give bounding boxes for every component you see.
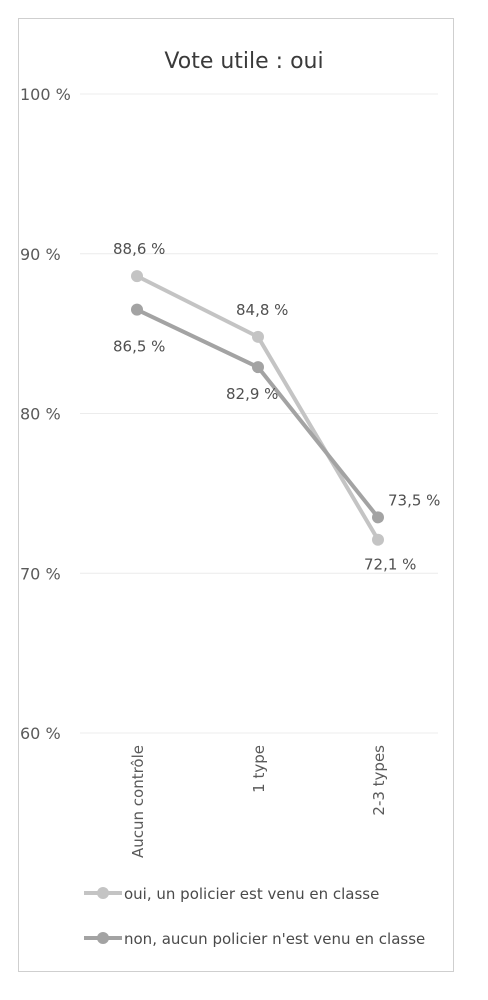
data-label: 82,9 % bbox=[226, 385, 278, 403]
y-tick-label: 90 % bbox=[20, 245, 61, 264]
data-point bbox=[131, 270, 143, 283]
chart-title: Vote utile : oui bbox=[164, 49, 323, 74]
x-tick-label: Aucun contrôle bbox=[129, 745, 147, 858]
legend-label: non, aucun policier n'est venu en classe bbox=[124, 930, 425, 948]
data-label: 88,6 % bbox=[113, 240, 165, 258]
x-tick-label: 1 type bbox=[250, 745, 268, 793]
data-point bbox=[252, 361, 264, 374]
data-point bbox=[131, 303, 143, 316]
data-point bbox=[372, 511, 384, 524]
data-label: 72,1 % bbox=[364, 556, 416, 574]
data-point bbox=[252, 330, 264, 343]
grid-layer bbox=[80, 93, 438, 734]
legend-label: oui, un policier est venu en classe bbox=[124, 885, 379, 903]
legend: oui, un policier est venu en classe non, … bbox=[84, 885, 425, 948]
legend-swatch-marker bbox=[97, 887, 109, 899]
y-tick-label: 70 % bbox=[20, 564, 61, 583]
legend-swatch-marker bbox=[97, 932, 109, 944]
series-layer bbox=[131, 270, 384, 546]
data-label: 84,8 % bbox=[236, 301, 288, 319]
chart-frame bbox=[18, 18, 454, 972]
data-labels: 88,6 % 84,8 % 72,1 % 86,5 % 82,9 % 73,5 % bbox=[113, 240, 440, 574]
x-axis: Aucun contrôle 1 type 2-3 types bbox=[129, 745, 388, 858]
y-tick-label: 60 % bbox=[20, 724, 61, 743]
y-axis: 100 % 90 % 80 % 70 % 60 % bbox=[20, 85, 71, 743]
x-tick-label: 2-3 types bbox=[370, 745, 388, 816]
y-tick-label: 100 % bbox=[20, 85, 71, 104]
data-label: 73,5 % bbox=[388, 491, 440, 509]
data-point bbox=[372, 533, 384, 546]
y-tick-label: 80 % bbox=[20, 405, 61, 424]
data-label: 86,5 % bbox=[113, 338, 165, 356]
